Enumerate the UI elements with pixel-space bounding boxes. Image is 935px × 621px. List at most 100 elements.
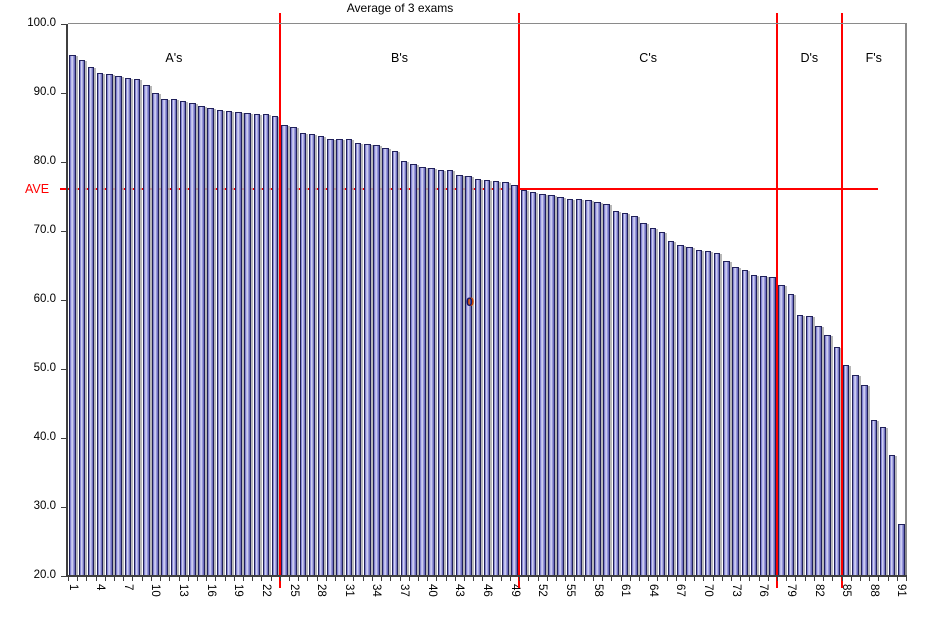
x-axis-tick [362,577,364,581]
x-axis-tick-label: 61 [619,584,632,597]
bar [474,178,482,576]
x-axis-tick [114,577,116,581]
bar [373,145,380,576]
bar [281,124,288,576]
y-axis-tick [61,93,68,94]
x-axis-tick-label: 46 [481,584,493,597]
x-axis-tick [187,577,189,581]
y-axis-tick [61,438,68,439]
bar [244,113,251,576]
x-axis-tick [408,577,410,581]
y-axis-tick-label: 30.0 [33,500,56,512]
bar [741,269,749,576]
bar [842,364,850,576]
bar [345,139,353,576]
grade-divider-line [518,13,521,588]
bar [364,144,371,576]
y-axis-tick-label: 50.0 [33,362,56,374]
bar [621,213,629,576]
x-axis-tick [325,577,327,581]
bar [78,59,86,576]
bar [170,99,178,576]
bar [317,135,325,576]
x-axis-tick-label: 52 [536,584,549,597]
bar [124,77,132,576]
x-axis-tick [500,577,502,581]
bar [704,251,712,576]
bar [870,420,878,576]
x-axis-tick [684,577,686,581]
x-axis-tick [417,577,419,581]
grade-section-label: D's [800,51,819,65]
bar [161,98,168,576]
x-axis-tick [150,577,152,581]
x-axis-tick-label: 79 [784,584,797,597]
x-axis-tick [528,577,530,581]
bar [631,215,638,576]
bar [667,241,675,576]
bar [235,112,242,576]
bar [465,176,472,576]
x-axis-tick [749,577,751,581]
x-axis-tick-label: 55 [563,584,576,597]
x-axis-tick [777,577,779,581]
x-axis-tick [261,577,263,581]
bar [428,167,435,576]
x-axis-tick [611,577,613,581]
bar [548,195,555,576]
grade-divider-line [840,13,843,588]
x-axis-tick-label: 64 [646,584,659,597]
x-axis-tick-label: 4 [94,584,107,591]
bar [898,524,905,576]
x-axis-tick [160,577,162,581]
x-axis-tick [537,577,539,581]
bar [852,375,859,576]
grade-section-label: C's [639,51,657,65]
bar [640,223,647,576]
bar [861,384,868,576]
bar [106,74,113,576]
x-axis-tick [703,577,705,581]
x-axis-tick [758,577,760,581]
x-axis-tick [592,577,594,581]
bar [723,261,730,576]
bar [410,164,417,576]
x-axis-tick [841,577,843,581]
x-axis-tick [804,577,806,581]
bar [96,72,104,576]
bar [760,275,767,576]
x-axis-tick [666,577,668,581]
y-axis-tick [61,231,68,232]
bar [271,115,279,576]
bar [207,108,214,576]
x-axis-tick [620,577,622,581]
x-axis-tick-label: 28 [315,584,328,597]
x-axis-tick [519,577,521,581]
bar [446,170,454,576]
x-axis-tick [141,577,143,581]
bar [732,266,739,576]
x-axis-tick-label: 91 [895,584,908,597]
x-axis-tick [215,577,217,581]
average-line-label: AVE [24,182,50,196]
x-axis-tick [454,577,456,581]
y-axis-tick-label: 90.0 [33,86,56,98]
x-axis-tick [316,577,318,581]
x-axis-tick [427,577,429,581]
x-axis-tick [850,577,852,581]
bar [750,275,758,576]
bar [87,67,95,576]
bar [327,138,334,576]
x-axis-tick-label: 31 [342,584,355,597]
bar [612,210,620,576]
x-axis-tick [436,577,438,581]
x-axis-tick [68,577,69,581]
x-axis-tick [740,577,742,581]
bar [456,175,463,576]
x-axis-tick [878,577,880,581]
bar [382,147,389,576]
x-axis-tick-label: 25 [287,584,300,597]
x-axis-tick [887,577,889,581]
y-axis-tick [61,369,68,370]
x-axis-tick-label: 1 [66,584,79,591]
